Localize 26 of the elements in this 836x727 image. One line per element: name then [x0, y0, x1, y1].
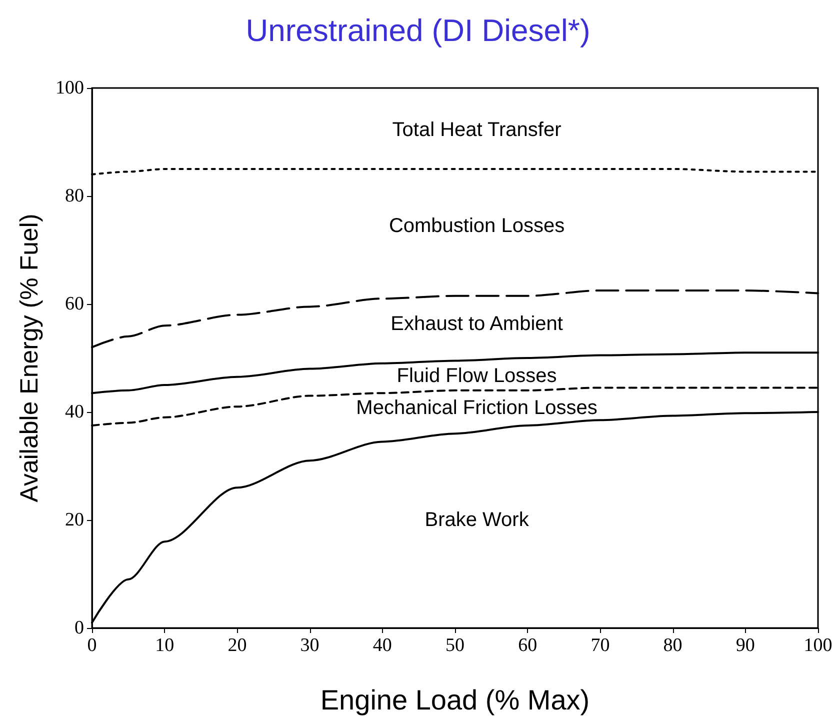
annotation: Fluid Flow Losses: [396, 364, 557, 387]
x-tick-label: 0: [87, 635, 97, 656]
y-tick-label: 80: [65, 186, 84, 206]
x-tick-label: 100: [804, 635, 832, 656]
x-tick-label: 70: [590, 635, 610, 656]
x-tick-label: 10: [155, 635, 174, 656]
x-tick-label: 50: [446, 635, 464, 656]
annotation: Mechanical Friction Losses: [356, 397, 598, 420]
x-tick-label: 30: [300, 635, 320, 656]
x-tick-label: 80: [663, 635, 682, 656]
annotation: Brake Work: [424, 509, 530, 531]
y-axis-title: Available Energy (% Fuel): [16, 214, 44, 502]
y-tick-label: 20: [65, 510, 84, 530]
chart-title: Unrestrained (DI Diesel*): [246, 13, 590, 48]
y-tick-label: 0: [74, 618, 84, 638]
x-tick-label: 40: [372, 635, 392, 656]
y-tick-label: 40: [65, 402, 84, 422]
annotation: Combustion Losses: [388, 215, 565, 238]
x-tick-label: 90: [736, 635, 755, 656]
x-tick-label: 60: [518, 635, 538, 656]
x-axis-title: Engine Load (% Max): [320, 684, 590, 716]
x-tick-label: 20: [228, 635, 247, 656]
annotation: Exhaust to Ambient: [390, 312, 564, 335]
y-tick-label: 60: [65, 294, 84, 314]
y-tick-label: 100: [56, 78, 84, 98]
annotation: Total Heat Transfer: [392, 119, 562, 142]
